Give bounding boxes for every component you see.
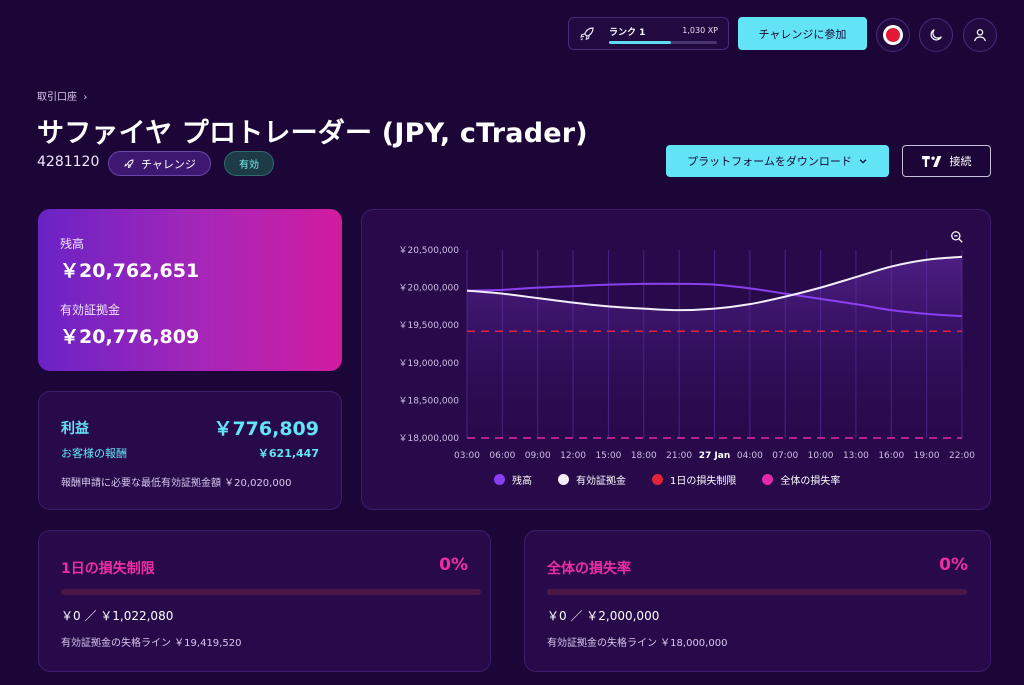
profit-label: 利益 — [61, 421, 89, 437]
legend-item[interactable]: 全体の損失率 — [762, 472, 840, 487]
x-tick-label: 07:00 — [772, 451, 798, 461]
rocket-icon — [124, 158, 134, 168]
daily-limit-amount: ￥0 ／ ￥1,022,080 — [61, 609, 174, 623]
xp-label: 1,030 XP — [682, 26, 718, 35]
balance-card: 残高 ￥20,762,651 有効証拠金 ￥20,776,809 — [38, 209, 342, 371]
legend-dot — [762, 474, 774, 485]
daily-loss-limit-card: 1日の損失制限 0% ￥0 ／ ￥1,022,080 有効証拠金の失格ライン ￥… — [38, 530, 491, 672]
total-limit-progress-bar — [547, 589, 967, 595]
x-tick-label: 09:00 — [525, 451, 551, 461]
user-icon — [974, 29, 986, 42]
status-badge: 有効 — [224, 151, 274, 176]
equity-value: ￥20,776,809 — [60, 326, 200, 348]
japan-flag-icon — [886, 28, 900, 42]
legend-label: 有効証拠金 — [576, 476, 626, 487]
download-platform-button[interactable]: プラットフォームをダウンロード — [666, 145, 889, 177]
tradingview-icon — [921, 155, 941, 167]
x-tick-label: 21:00 — [666, 451, 692, 461]
reward-value: ￥621,447 — [257, 447, 319, 460]
total-loss-limit-card: 全体の損失率 0% ￥0 ／ ￥2,000,000 有効証拠金の失格ライン ￥1… — [524, 530, 991, 672]
series-line-2 — [466, 255, 963, 312]
x-tick-label: 19:00 — [914, 451, 940, 461]
total-limit-breach-line: 有効証拠金の失格ライン ￥18,000,000 — [547, 638, 728, 649]
connect-button[interactable]: 接続 — [902, 145, 991, 177]
balance-label: 残高 — [60, 237, 85, 251]
legend-label: 1日の損失制限 — [670, 476, 737, 487]
legend-label: 全体の損失率 — [780, 476, 841, 487]
x-tick-label: 18:00 — [631, 451, 657, 461]
balance-value: ￥20,762,651 — [60, 260, 200, 282]
x-tick-label: 03:00 — [454, 451, 480, 461]
y-tick-label: ￥20,500,000 — [398, 246, 459, 256]
x-tick-label: 27 Jan — [699, 451, 731, 461]
legend-item[interactable]: 残高 — [494, 472, 532, 487]
zoom-out-icon[interactable] — [950, 230, 964, 244]
profit-value: ￥776,809 — [213, 418, 319, 440]
theme-toggle-button[interactable] — [919, 18, 953, 52]
moon-icon — [930, 29, 942, 41]
challenge-badge-label: チャレンジ — [141, 157, 196, 171]
legend-dot — [652, 474, 663, 485]
min-equity-note: 報酬申請に必要な最低有効証拠金額 ￥20,020,000 — [61, 478, 292, 489]
y-tick-label: ￥19,000,000 — [398, 359, 459, 369]
page-title: サファイヤ プロトレーダー (JPY, cTrader) — [37, 118, 588, 149]
user-menu-button[interactable] — [963, 18, 997, 52]
daily-limit-breach-line: 有効証拠金の失格ライン ￥19,419,520 — [61, 638, 242, 649]
total-limit-amount: ￥0 ／ ￥2,000,000 — [547, 609, 660, 623]
x-tick-label: 10:00 — [808, 451, 834, 461]
total-limit-title: 全体の損失率 — [547, 561, 631, 577]
total-limit-percent: 0% — [939, 555, 968, 575]
language-selector[interactable] — [876, 18, 910, 52]
legend-item[interactable]: 1日の損失制限 — [652, 472, 736, 487]
x-tick-label: 04:00 — [737, 451, 763, 461]
rank-progress-bar — [609, 41, 717, 44]
rocket-icon — [580, 27, 594, 41]
y-tick-label: ￥19,500,000 — [398, 321, 459, 331]
profit-card: 利益 ￥776,809 お客様の報酬 ￥621,447 報酬申請に必要な最低有効… — [38, 391, 342, 510]
breadcrumb-link[interactable]: 取引口座 — [37, 92, 77, 103]
daily-limit-title: 1日の損失制限 — [61, 561, 155, 577]
legend-item[interactable]: 有効証拠金 — [558, 472, 626, 487]
x-tick-label: 22:00 — [949, 451, 975, 461]
x-tick-label: 13:00 — [843, 451, 869, 461]
chevron-down-icon — [859, 159, 867, 164]
join-challenge-button[interactable]: チャレンジに参加 — [738, 17, 867, 50]
equity-chart-card: ￥20,500,000 ￥20,000,000 ￥19,500,000 ￥19,000… — [361, 209, 991, 510]
y-tick-label: ￥20,000,000 — [398, 284, 459, 294]
rank-progress-widget[interactable]: ランク 1 1,030 XP — [568, 17, 729, 50]
account-id: 4281120 — [37, 154, 100, 170]
rank-label: ランク 1 — [609, 28, 646, 38]
chart-legend: 残高 有効証拠金 1日の損失制限 全体の損失率 — [494, 472, 840, 487]
legend-dot — [558, 474, 569, 485]
x-tick-label: 06:00 — [489, 451, 515, 461]
chevron-right-icon: › — [80, 92, 88, 103]
daily-limit-progress-bar — [61, 589, 481, 595]
connect-label: 接続 — [949, 155, 972, 168]
x-tick-label: 15:00 — [595, 451, 621, 461]
x-tick-label: 16:00 — [878, 451, 904, 461]
y-tick-label: ￥18,000,000 — [398, 434, 459, 444]
reward-label: お客様の報酬 — [61, 447, 127, 460]
series-line-1 — [466, 282, 963, 318]
equity-chart: ￥20,500,000 ￥20,000,000 ￥19,500,000 ￥19,000… — [398, 246, 975, 461]
daily-limit-percent: 0% — [439, 555, 468, 575]
legend-label: 残高 — [512, 476, 532, 487]
download-platform-label: プラットフォームをダウンロード — [687, 155, 852, 168]
breadcrumb[interactable]: 取引口座 › — [37, 88, 87, 103]
y-tick-label: ￥18,500,000 — [398, 396, 459, 406]
x-tick-label: 12:00 — [560, 451, 586, 461]
equity-label: 有効証拠金 — [60, 303, 121, 317]
legend-dot — [494, 474, 505, 485]
challenge-badge: チャレンジ — [108, 151, 211, 176]
